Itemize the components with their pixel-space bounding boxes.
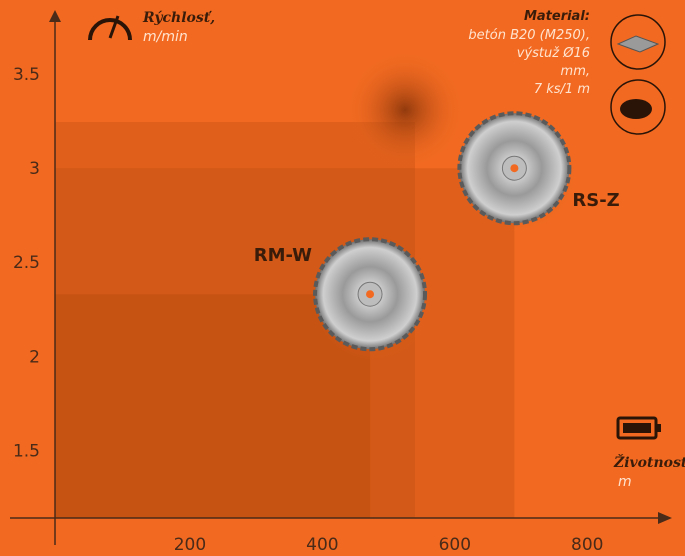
y-tick-label: 3.5 (13, 65, 40, 85)
y-label-unit: m/min (143, 29, 188, 45)
range-area (55, 168, 515, 518)
material-icon (610, 14, 666, 70)
shadow (345, 50, 465, 170)
x-label-unit: m (618, 474, 632, 490)
material-line: mm, (561, 64, 590, 79)
y-tick-label: 1.5 (13, 441, 40, 461)
range-area (55, 294, 371, 518)
battery-icon (616, 416, 661, 440)
concrete-icon (616, 35, 660, 53)
y-tick-label: 3 (29, 159, 40, 179)
x-tick-label: 800 (571, 535, 603, 555)
blade-center (510, 164, 519, 173)
y-label: Rýchlosť, (142, 9, 215, 26)
point-label: RS-Z (572, 190, 619, 211)
y-arrow (49, 10, 61, 22)
tool-icon (620, 99, 652, 119)
x-tick-label: 400 (306, 535, 338, 555)
material-title: Material: (524, 9, 590, 24)
x-arrow (658, 512, 672, 524)
material-line: betón B20 (M250), (468, 28, 590, 43)
speed-icon (88, 15, 132, 41)
x-tick-label: 600 (439, 535, 471, 555)
material-line: 7 ks/1 m (534, 82, 590, 97)
x-label: Životnosť, (613, 453, 685, 471)
material-line: výstuž Ø16 (517, 46, 590, 61)
y-tick-label: 2 (29, 347, 40, 367)
point-label: RM-W (254, 245, 312, 266)
y-tick-label: 2.5 (13, 253, 40, 273)
x-tick-label: 200 (174, 535, 206, 555)
blade-center (366, 290, 375, 299)
tool-icon-ring (610, 79, 666, 135)
